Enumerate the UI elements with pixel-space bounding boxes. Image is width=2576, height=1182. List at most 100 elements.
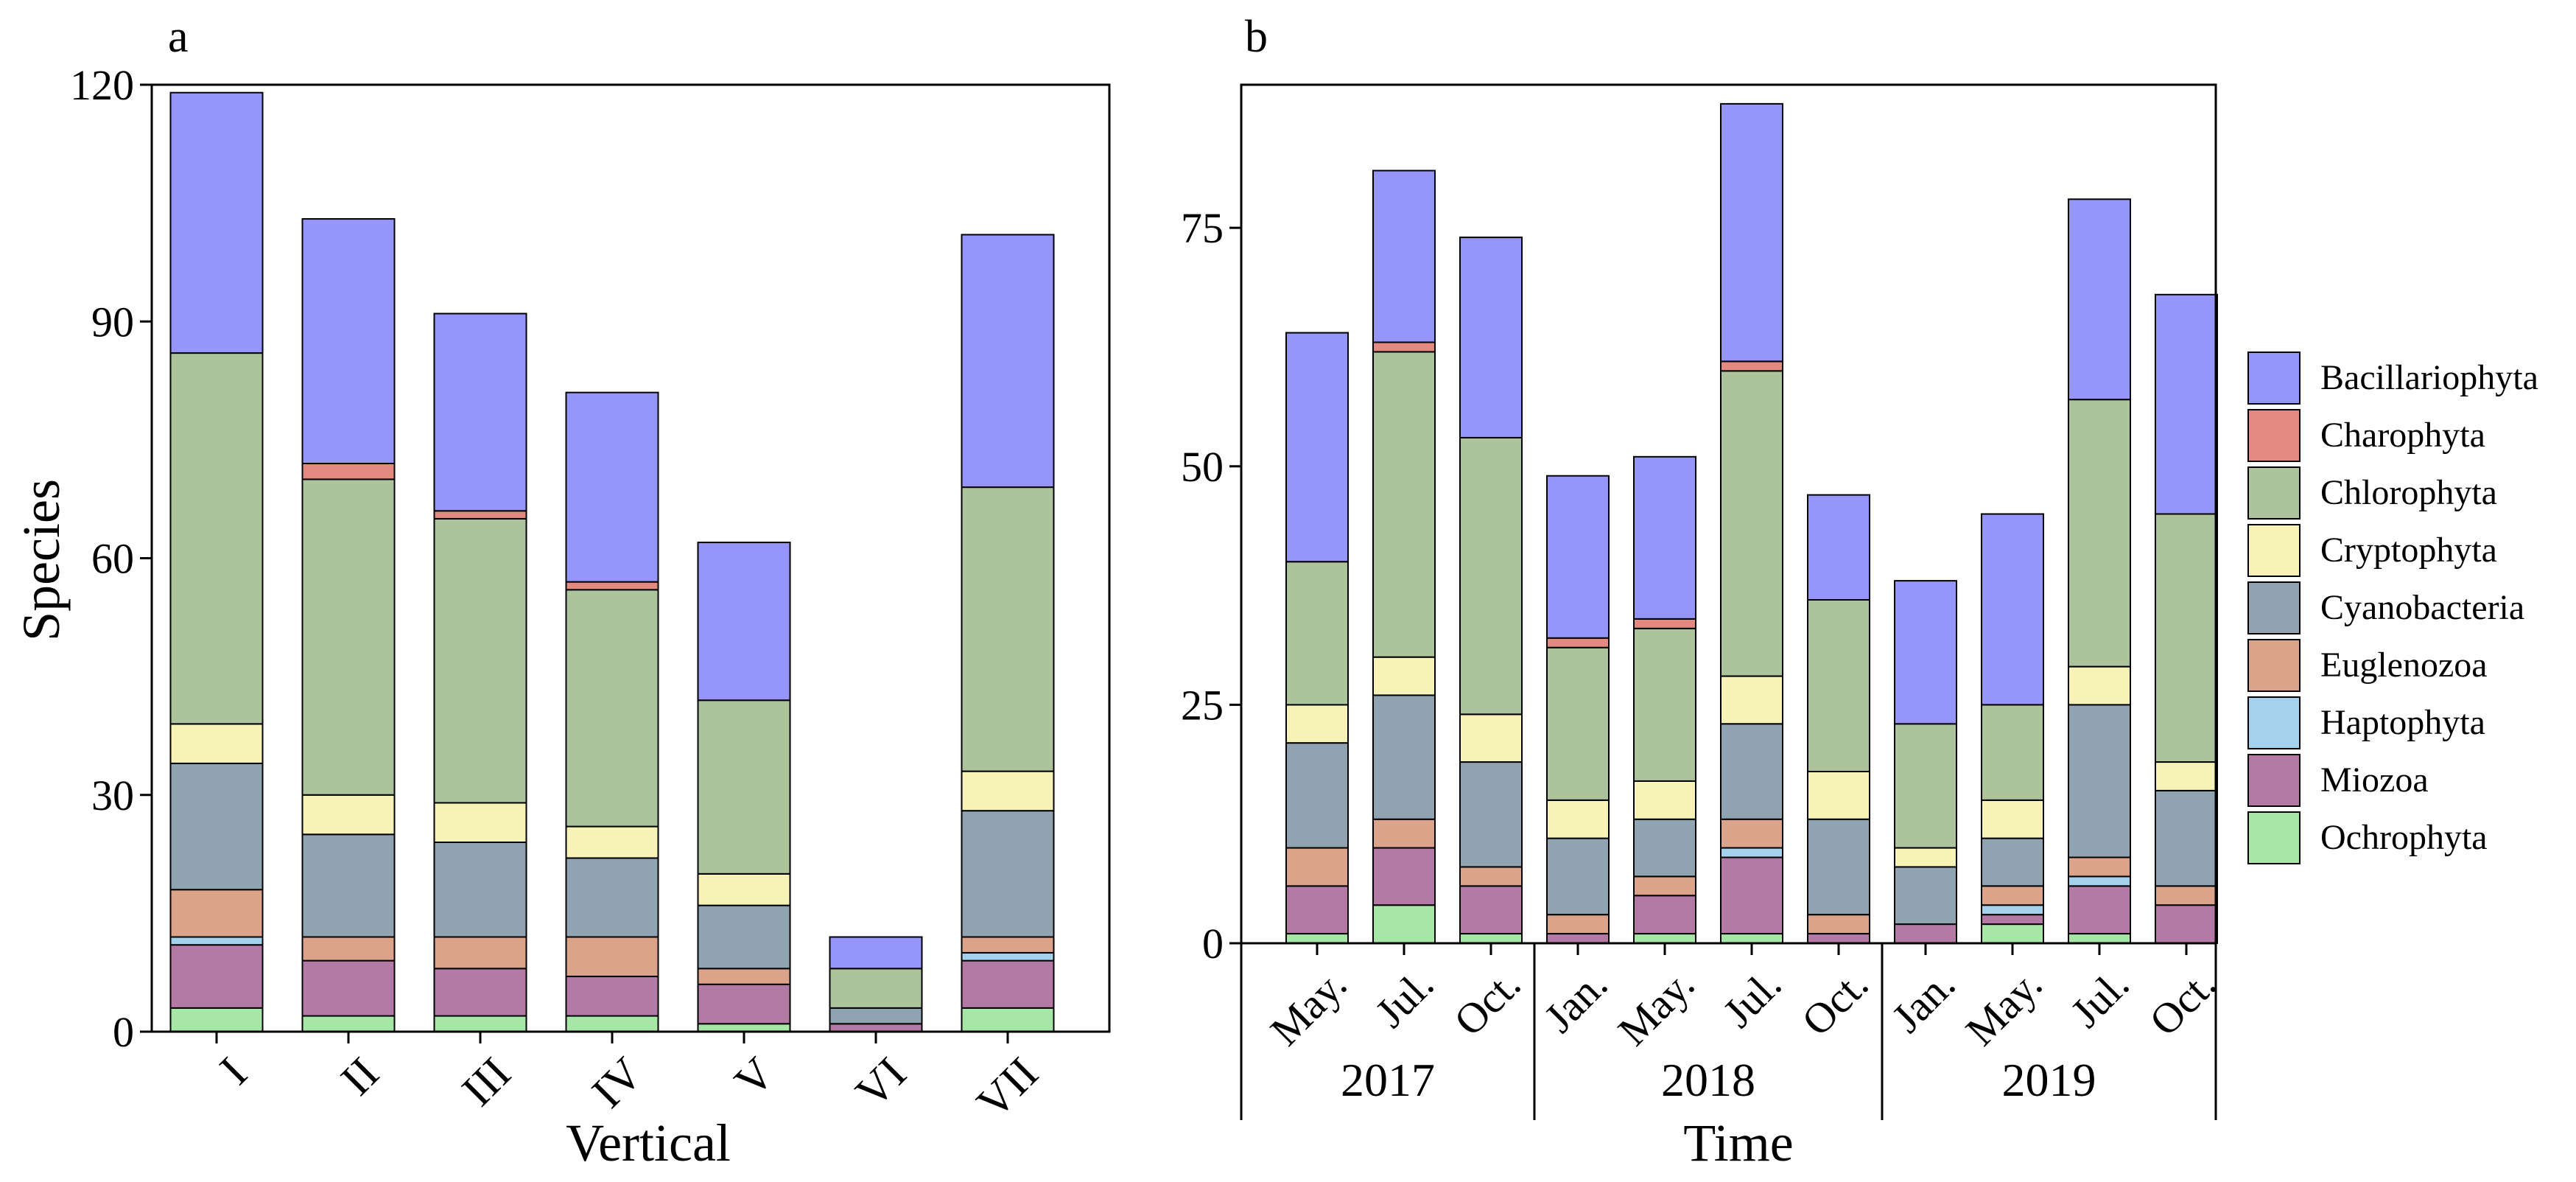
- panel-b-x-tick-label-5: May.: [1609, 960, 1704, 1055]
- panel-b-bar-chlorophyta-9: [1981, 704, 2044, 801]
- panel-b-bar-cyanobacteria-5: [1633, 818, 1696, 878]
- panel-b-bar-miozoa-6: [1720, 856, 1783, 935]
- panel-b-bar-chlorophyta-4: [1546, 646, 1610, 801]
- panel-a-x-tick-label-1: I: [211, 1048, 257, 1094]
- panel-b-bar-miozoa-5: [1633, 895, 1696, 935]
- panel-b-bar-bacillariophyta-2: [1372, 169, 1436, 343]
- panel-b-bar-haptophyta-6: [1720, 847, 1783, 858]
- panel-a-x-tick-label-6: VI: [846, 1048, 916, 1117]
- legend-label-miozoa: Miozoa: [2320, 760, 2429, 800]
- panel-a-bar-cyanobacteria-7: [961, 810, 1055, 938]
- legend-label-chlorophyta: Chlorophyta: [2320, 473, 2497, 512]
- panel-a-bar-bacillariophyta-4: [565, 391, 659, 583]
- panel-b-bar-bacillariophyta-5: [1633, 455, 1696, 620]
- panel-b-bar-cryptophyta-8: [1894, 847, 1957, 868]
- panel-b-bar-cryptophyta-3: [1459, 713, 1523, 763]
- legend-swatch-euglenozoa: [2247, 639, 2300, 692]
- panel-b-bar-euglenozoa-4: [1546, 914, 1610, 935]
- panel-a-bar-bacillariophyta-3: [433, 312, 527, 512]
- panel-b-bar-cyanobacteria-4: [1546, 837, 1610, 916]
- panel-a-bar-cyanobacteria-3: [433, 842, 527, 938]
- panel-b-bar-cyanobacteria-1: [1285, 742, 1349, 849]
- panel-b-bar-cyanobacteria-9: [1981, 837, 2044, 887]
- panel-a-bar-haptophyta-7: [961, 951, 1055, 962]
- panel-a-bar-cyanobacteria-4: [565, 857, 659, 938]
- panel-b-bar-chlorophyta-5: [1633, 627, 1696, 782]
- panel-b-bar-bacillariophyta-8: [1894, 580, 1957, 725]
- year-label-2018: 2018: [1661, 1054, 1755, 1106]
- panel-b-bar-miozoa-1: [1285, 885, 1349, 935]
- panel-b-bar-chlorophyta-8: [1894, 723, 1957, 849]
- panel-a-bar-euglenozoa-2: [301, 936, 396, 962]
- panel-b-bar-cyanobacteria-10: [2068, 704, 2131, 858]
- legend-label-bacillariophyta: Bacillariophyta: [2320, 358, 2538, 397]
- panel-a-bar-bacillariophyta-5: [697, 542, 791, 702]
- legend-label-cyanobacteria: Cyanobacteria: [2320, 588, 2524, 627]
- panel-a-bar-bacillariophyta-1: [169, 91, 264, 354]
- panel-a-y-ticks: 0 30 60 90 120: [70, 61, 152, 1056]
- panel-b-x-ticks: May. Jul. Oct. Jan.May. Jul. Oct. Jan.May. Jul.…: [1261, 943, 2225, 1055]
- panel-a-bar-chlorophyta-5: [697, 699, 791, 875]
- legend-swatch-cryptophyta: [2247, 524, 2300, 577]
- panel-a-bar-cryptophyta-1: [169, 723, 264, 764]
- panel-a-bar-cyanobacteria-1: [169, 762, 264, 891]
- panel-a-bar-cyanobacteria-6: [829, 1007, 923, 1025]
- panel-b-bar-cryptophyta-10: [2068, 665, 2131, 706]
- panel-b-bar-chlorophyta-6: [1720, 370, 1783, 677]
- panel-b-bar-miozoa-8: [1894, 923, 1957, 944]
- panel-b-bar-haptophyta-10: [2068, 875, 2131, 887]
- panel-b-y-tick-label-75: 75: [1181, 204, 1224, 252]
- panel-a-bar-cryptophyta-3: [433, 802, 527, 844]
- panel-b-y-tick-label-50: 50: [1181, 443, 1224, 491]
- panel-a-bar-euglenozoa-1: [169, 889, 264, 938]
- panel-b-bar-charophyta-5: [1633, 618, 1696, 629]
- panel-b-bar-haptophyta-9: [1981, 904, 2044, 916]
- panel-a-bar-euglenozoa-7: [961, 936, 1055, 954]
- legend-swatch-haptophyta: [2247, 696, 2300, 749]
- panel-b-x-tick-label-10: Jul.: [2062, 960, 2138, 1037]
- panel-b-bar-miozoa-7: [1807, 933, 1870, 944]
- panel-b-x-tick-label-7: Oct.: [1792, 960, 1877, 1045]
- panel-a-bar-euglenozoa-4: [565, 936, 659, 978]
- panel-a-bar-miozoa-6: [829, 1023, 923, 1032]
- panel-a-x-tick-label-3: III: [453, 1048, 521, 1116]
- panel-a-bar-cryptophyta-4: [565, 825, 659, 859]
- legend-swatch-chlorophyta: [2247, 466, 2300, 520]
- panel-b-bar-charophyta-2: [1372, 341, 1436, 353]
- panel-b-bar-miozoa-2: [1372, 847, 1436, 906]
- panel-a-bar-chlorophyta-6: [829, 968, 923, 1009]
- panel-b-bar-bacillariophyta-7: [1807, 494, 1870, 601]
- panel-a-bar-cryptophyta-2: [301, 794, 396, 836]
- panel-b-bar-cyanobacteria-2: [1372, 694, 1436, 820]
- panel-a-x-tick-label-5: V: [726, 1048, 785, 1107]
- panel-b-x-axis-label: Time: [1683, 1113, 1793, 1172]
- panel-b-bar-chlorophyta-11: [2155, 513, 2218, 763]
- panel-a-bar-cyanobacteria-2: [301, 833, 396, 938]
- panel-a-bar-ochrophyta-5: [697, 1023, 791, 1032]
- panel-b-bar-euglenozoa-2: [1372, 818, 1436, 849]
- panel-b-bar-chlorophyta-7: [1807, 599, 1870, 772]
- panel-b-year-groups: 2017 2018 2019: [1240, 943, 2217, 1120]
- panel-b-bar-ochrophyta-2: [1372, 904, 1436, 944]
- panel-b-bar-miozoa-11: [2155, 904, 2218, 944]
- panel-a-x-tick-label-4: IV: [583, 1048, 653, 1118]
- panel-b-y-ticks: 0 25 50 75: [1181, 204, 1241, 968]
- panel-a-bar-miozoa-5: [697, 983, 791, 1025]
- panel-b-bar-ochrophyta-5: [1633, 933, 1696, 944]
- panel-a-x-tick-label-7: VII: [967, 1048, 1047, 1128]
- panel-b-bar-bacillariophyta-1: [1285, 332, 1349, 563]
- panel-a-bar-miozoa-4: [565, 976, 659, 1017]
- panel-b-x-tick-label-6: Jul.: [1714, 960, 1791, 1037]
- panel-a-y-tick-label-120: 120: [70, 61, 134, 109]
- panel-a-bar-ochrophyta-1: [169, 1007, 264, 1032]
- panel-a-bar-ochrophyta-2: [301, 1015, 396, 1033]
- legend-label-ochrophyta: Ochrophyta: [2320, 818, 2488, 857]
- panel-b-bar-cryptophyta-5: [1633, 780, 1696, 820]
- panel-b-bar-bacillariophyta-10: [2068, 198, 2131, 401]
- panel-b-bar-cryptophyta-11: [2155, 761, 2218, 791]
- year-label-2017: 2017: [1341, 1054, 1435, 1106]
- panel-b-bar-cyanobacteria-8: [1894, 866, 1957, 926]
